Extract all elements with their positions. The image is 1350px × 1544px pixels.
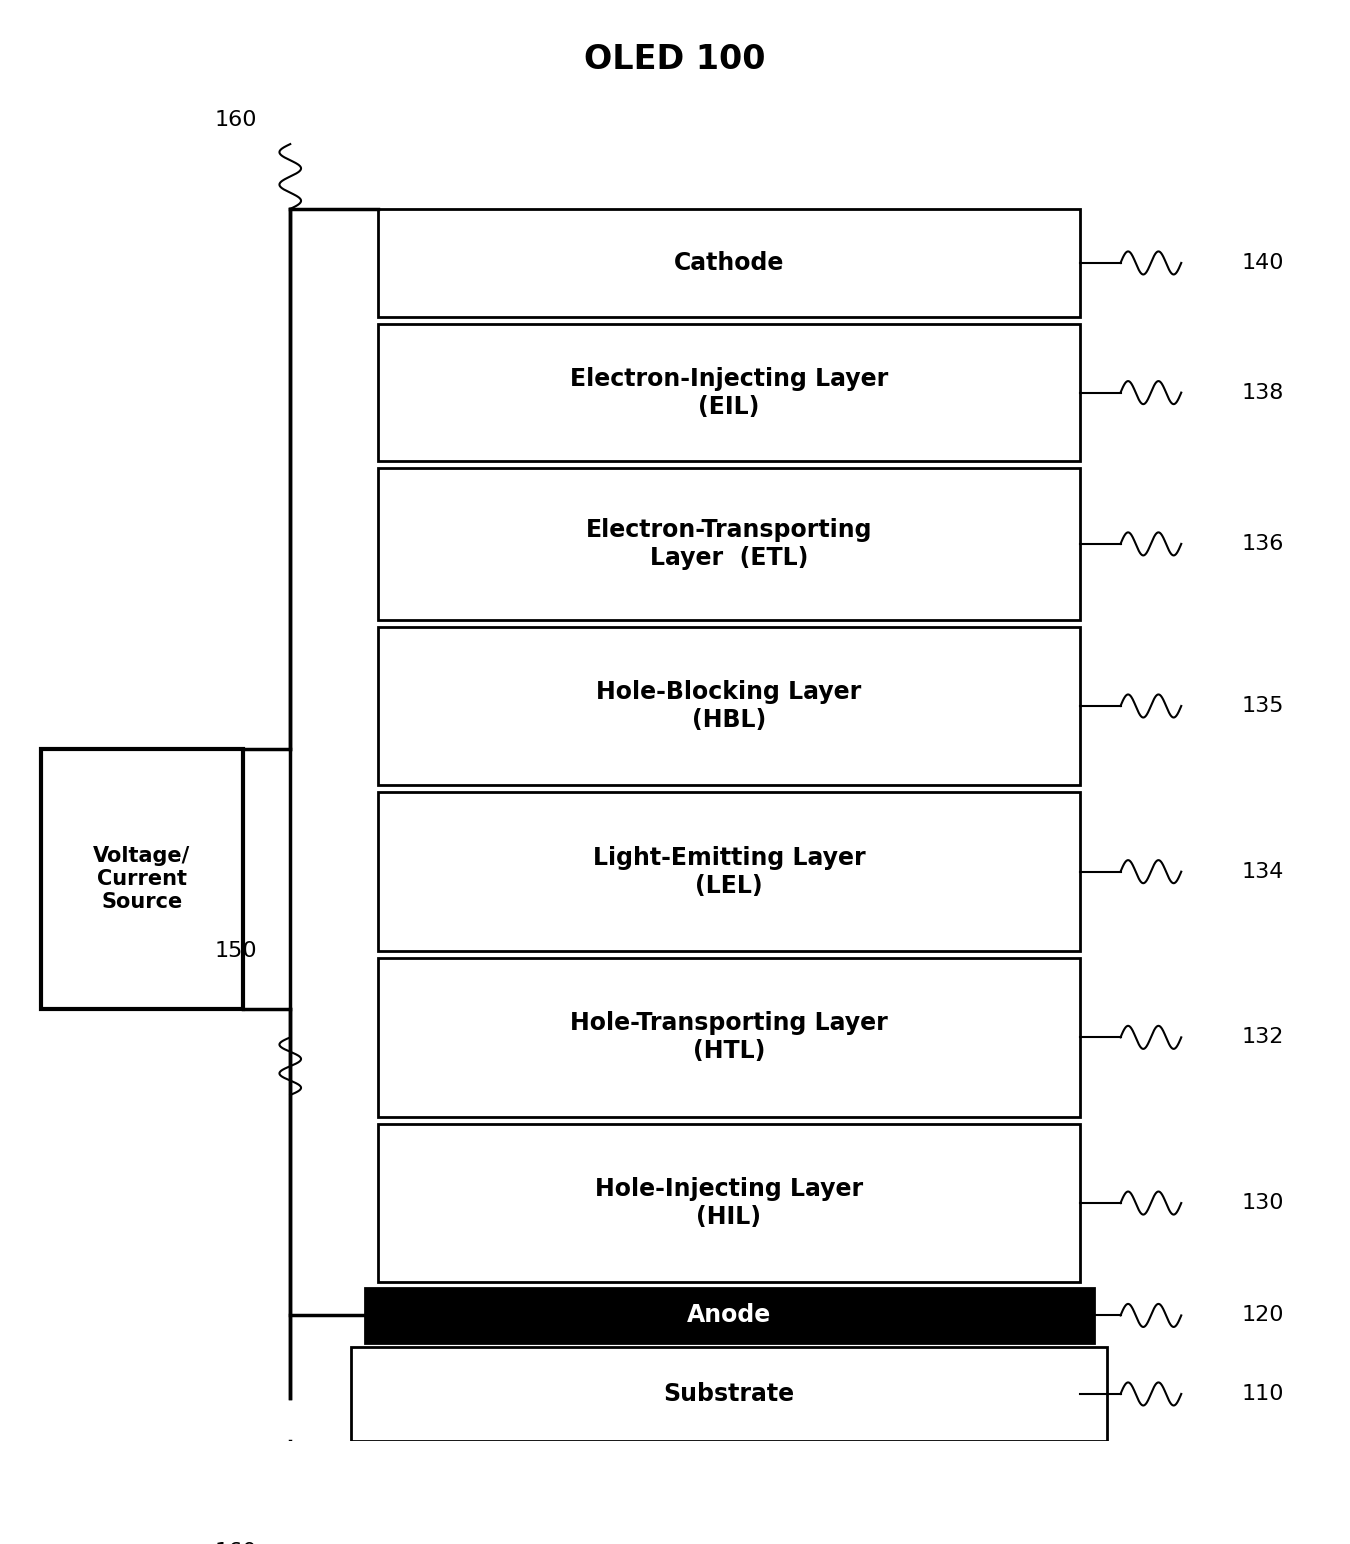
FancyBboxPatch shape [378,324,1080,462]
FancyBboxPatch shape [378,1124,1080,1283]
Text: Cathode: Cathode [674,252,784,275]
Text: 132: 132 [1242,1027,1284,1047]
Text: Substrate: Substrate [663,1382,795,1407]
FancyBboxPatch shape [378,627,1080,786]
Text: 138: 138 [1242,383,1284,403]
FancyBboxPatch shape [351,1346,1107,1441]
Text: Light-Emitting Layer
(LEL): Light-Emitting Layer (LEL) [593,846,865,897]
Text: Voltage/
Current
Source: Voltage/ Current Source [93,846,190,913]
Text: Electron-Injecting Layer
(EIL): Electron-Injecting Layer (EIL) [570,367,888,418]
Text: Anode: Anode [687,1303,771,1328]
Text: 130: 130 [1242,1194,1284,1214]
Text: 160: 160 [215,1541,258,1544]
FancyBboxPatch shape [378,792,1080,951]
FancyBboxPatch shape [40,749,243,1008]
Text: 134: 134 [1242,862,1284,882]
Text: Hole-Blocking Layer
(HBL): Hole-Blocking Layer (HBL) [597,679,861,732]
FancyBboxPatch shape [378,208,1080,317]
FancyBboxPatch shape [364,1288,1094,1343]
Text: 110: 110 [1242,1383,1284,1403]
Text: 140: 140 [1242,253,1284,273]
Text: Electron-Transporting
Layer  (ETL): Electron-Transporting Layer (ETL) [586,517,872,570]
Text: Hole-Injecting Layer
(HIL): Hole-Injecting Layer (HIL) [595,1177,863,1229]
Text: OLED 100: OLED 100 [585,43,765,76]
Text: Hole-Transporting Layer
(HTL): Hole-Transporting Layer (HTL) [570,1011,888,1064]
FancyBboxPatch shape [378,959,1080,1116]
Text: 136: 136 [1242,534,1284,554]
Text: 160: 160 [215,110,258,130]
Text: 150: 150 [215,940,258,960]
FancyBboxPatch shape [378,468,1080,619]
Text: 135: 135 [1242,696,1284,716]
Text: 120: 120 [1242,1305,1284,1325]
